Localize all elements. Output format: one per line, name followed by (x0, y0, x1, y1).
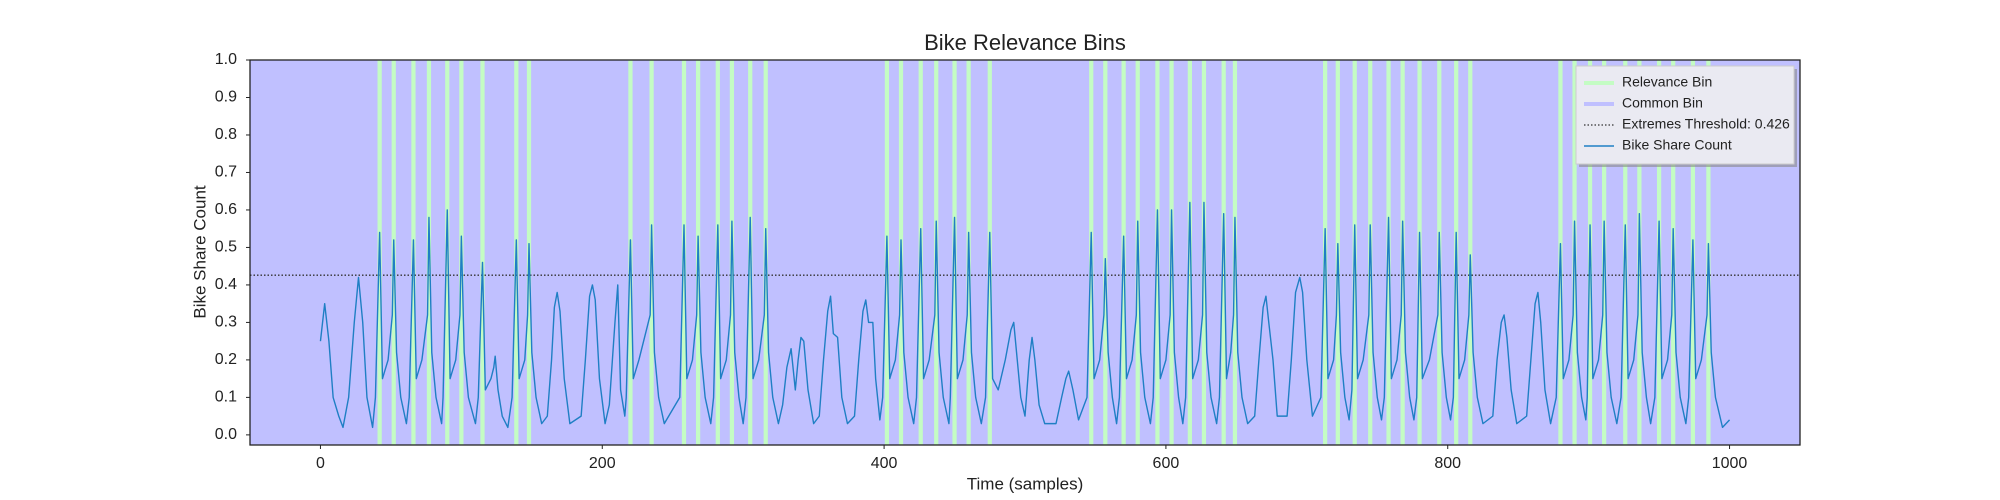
relevance-bin (445, 60, 450, 445)
y-tick-label: 0.6 (215, 201, 237, 218)
y-tick-label: 0.9 (215, 89, 237, 106)
x-tick-label: 400 (871, 455, 898, 472)
x-tick-label: 600 (1153, 455, 1180, 472)
relevance-bin (480, 60, 485, 445)
y-axis-label: Bike Share Count (190, 185, 209, 319)
common-bin (250, 60, 1800, 445)
x-tick-label: 1000 (1712, 455, 1748, 472)
y-tick-label: 0.3 (215, 314, 237, 331)
x-axis-label: Time (samples) (967, 474, 1084, 493)
legend: Relevance Bin Common Bin Extremes Threshol… (1575, 65, 1797, 167)
x-tick-label: 200 (589, 455, 616, 472)
y-tick-label: 0.8 (215, 126, 237, 143)
legend-label: Relevance Bin (1622, 74, 1712, 90)
y-tick-label: 0.7 (215, 164, 237, 181)
relevance-bin (1103, 60, 1108, 445)
relevance-bin (1155, 60, 1160, 445)
relevance-bin (1187, 60, 1192, 445)
legend-label: Bike Share Count (1622, 137, 1732, 153)
y-tick-label: 0.5 (215, 239, 237, 256)
y-tick-label: 0.2 (215, 351, 237, 368)
y-tick-label: 0.0 (215, 426, 237, 443)
relevance-bin (1468, 60, 1473, 445)
data-line (319, 201, 1731, 429)
y-tick-label: 1.0 (215, 51, 237, 68)
legend-label: Extremes Threshold: 0.426 (1622, 116, 1790, 132)
x-tick-label: 800 (1434, 455, 1461, 472)
axes-frame (249, 59, 1801, 446)
x-tick-label: 0 (316, 455, 325, 472)
chart-title: Bike Relevance Bins (924, 30, 1126, 55)
y-tick-label: 0.1 (215, 389, 237, 406)
legend-label: Common Bin (1622, 95, 1703, 111)
y-tick-label: 0.4 (215, 276, 237, 293)
